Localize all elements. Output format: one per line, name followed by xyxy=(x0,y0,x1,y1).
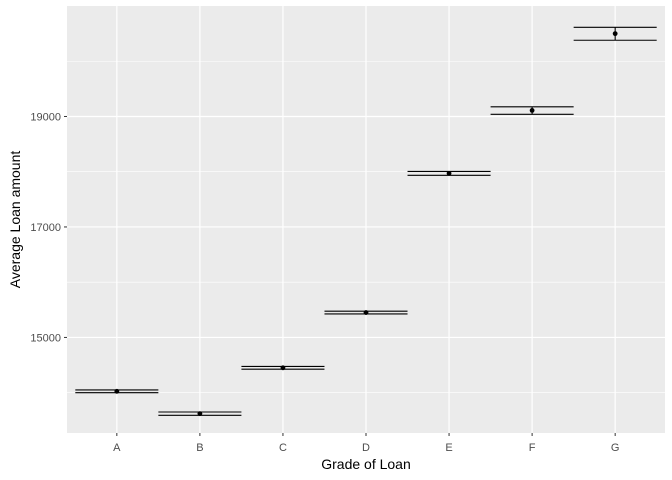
x-tick-label: D xyxy=(362,442,370,454)
data-point xyxy=(529,108,535,113)
data-point xyxy=(612,31,618,37)
data-point xyxy=(363,310,369,315)
data-point xyxy=(114,388,120,394)
x-tick-label: A xyxy=(113,442,121,454)
x-tick-label: G xyxy=(611,442,620,454)
grid-major xyxy=(67,6,665,433)
x-tick-label: B xyxy=(196,442,203,454)
x-tick-label: F xyxy=(529,442,536,454)
data-point xyxy=(197,411,203,417)
y-tick-label: 17000 xyxy=(30,222,61,234)
y-tick-label: 19000 xyxy=(30,111,61,123)
x-tick-label: C xyxy=(279,442,287,454)
x-axis-title: Grade of Loan xyxy=(321,456,411,472)
x-tick-label: E xyxy=(445,442,452,454)
x-axis-ticks: A B C D E F G xyxy=(113,433,619,454)
data-point xyxy=(446,170,452,176)
data-point xyxy=(280,365,286,371)
y-axis-title: Average Loan amount xyxy=(7,151,23,289)
y-tick-label: 15000 xyxy=(30,332,61,344)
y-axis-ticks: 15000 17000 19000 xyxy=(30,111,67,344)
data-points xyxy=(114,31,618,417)
